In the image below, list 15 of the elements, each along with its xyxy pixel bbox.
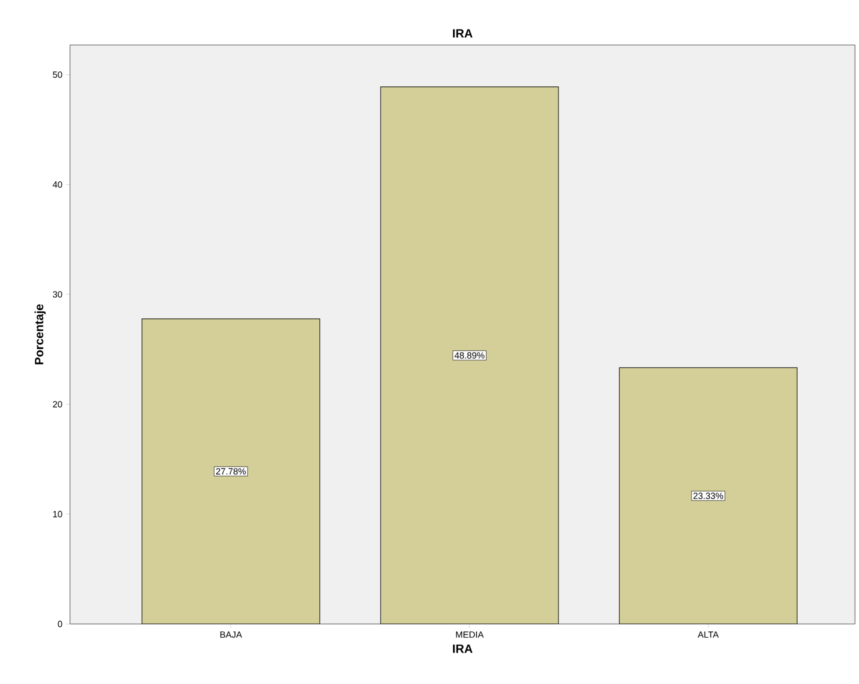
y-tick-label: 50 [52,71,62,78]
x-tick-label: MEDIA [456,632,484,638]
y-tick-label: 30 [52,291,62,298]
chart-title: IRA [453,29,472,38]
data-label: 48.89% [454,352,484,359]
x-tick-label: BAJA [220,632,242,638]
y-tick-label: 0 [58,620,62,628]
x-axis-title: IRA [453,644,472,653]
y-tick-label: 10 [53,510,62,518]
x-tick-label: ALTA [698,632,719,638]
data-label: 27.78% [216,468,246,475]
data-label: 23.33% [693,492,724,500]
y-tick-label: 40 [52,181,62,188]
y-tick-label: 20 [52,401,62,408]
y-axis-title: Porcentaje [34,304,46,364]
